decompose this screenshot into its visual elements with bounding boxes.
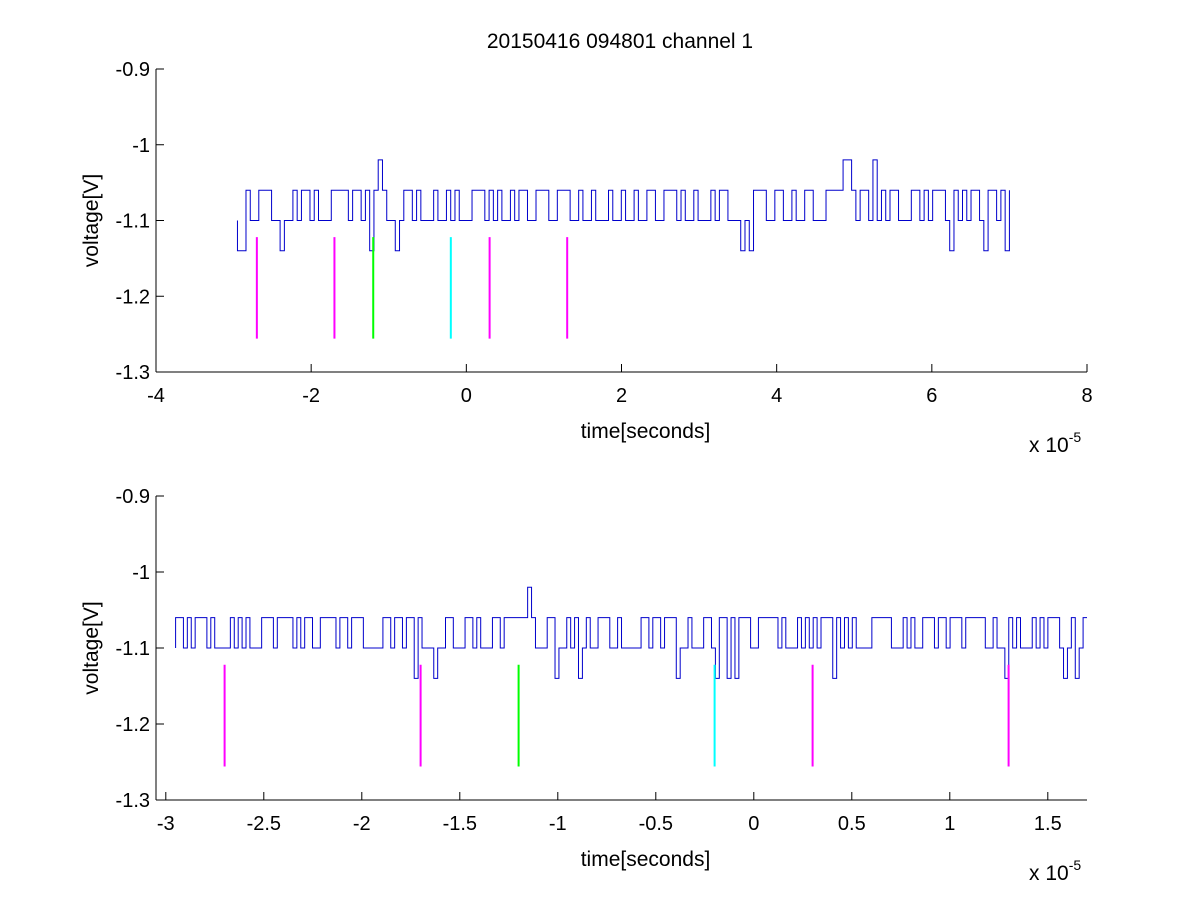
bottom-x-tick-label: -2 (353, 813, 371, 835)
top-y-tick-label: -1.3 (116, 362, 150, 384)
bottom-y-tick-label: -1.1 (116, 638, 150, 660)
bottom-x-multiplier-base: x 10 (1029, 862, 1069, 885)
top-x-tick-label: -2 (302, 385, 320, 407)
top-axes: -4 -2 0 2 4 6 8 -1.3 -1.2 -1.1 -1 -0.9 time[seconds… (80, 59, 1093, 457)
bottom-signal-trace (175, 586, 1087, 679)
top-y-tick-label: -0.9 (116, 59, 150, 81)
bottom-x-tick-label: 0 (748, 813, 759, 835)
top-event-markers (255, 237, 569, 339)
bottom-x-tick-label: 1.5 (1034, 813, 1062, 835)
top-x-tick-label: 8 (1081, 385, 1092, 407)
bottom-x-tick-label: -1 (549, 813, 567, 835)
bottom-y-tick-label: -0.9 (116, 486, 150, 508)
bottom-x-multiplier: x 10-5 (1029, 857, 1081, 885)
top-y-tick-label: -1.2 (116, 286, 150, 308)
top-x-tick-label: 0 (461, 385, 472, 407)
top-x-tick-label: -4 (147, 385, 165, 407)
bottom-y-tick-label: -1.2 (116, 714, 150, 736)
top-x-multiplier-exponent: -5 (1069, 429, 1082, 445)
bottom-x-tick-label: -0.5 (639, 813, 673, 835)
top-x-multiplier-base: x 10 (1029, 434, 1069, 457)
figure-title: 20150416 094801 channel 1 (487, 30, 753, 53)
bottom-x-tick-label: -1.5 (443, 813, 477, 835)
top-x-tick-label: 4 (771, 385, 782, 407)
top-y-axis-label: voltage[V] (80, 174, 103, 267)
top-y-tick-label: -1.1 (116, 211, 150, 233)
top-x-tick-label: 2 (616, 385, 627, 407)
bottom-x-multiplier-exponent: -5 (1069, 857, 1082, 873)
bottom-y-tick-label: -1 (132, 562, 150, 584)
top-signal-line (236, 159, 1010, 252)
top-x-multiplier: x 10-5 (1029, 429, 1081, 457)
bottom-x-tick-label: 1 (944, 813, 955, 835)
bottom-axes-ticks: -3 -2.5 -2 -1.5 -1 -0.5 0 0.5 1 1.5 -1.3 -1.2 -1.1 -1… (116, 486, 1062, 835)
bottom-x-tick-label: 0.5 (838, 813, 866, 835)
top-y-tick-label: -1 (132, 135, 150, 157)
bottom-x-axis-label: time[seconds] (581, 848, 711, 871)
bottom-y-tick-label: -1.3 (116, 790, 150, 812)
bottom-event-markers (223, 664, 1010, 767)
top-x-tick-label: 6 (926, 385, 937, 407)
bottom-signal-line (175, 586, 1087, 679)
bottom-axes: -3 -2.5 -2 -1.5 -1 -0.5 0 0.5 1 1.5 -1.3 -1.2 -1.1 -1… (80, 486, 1087, 885)
bottom-x-tick-label: -3 (157, 813, 175, 835)
bottom-y-axis-label: voltage[V] (80, 601, 103, 694)
top-x-axis-label: time[seconds] (581, 420, 711, 443)
top-signal-trace (236, 159, 1010, 252)
bottom-x-tick-label: -2.5 (247, 813, 281, 835)
